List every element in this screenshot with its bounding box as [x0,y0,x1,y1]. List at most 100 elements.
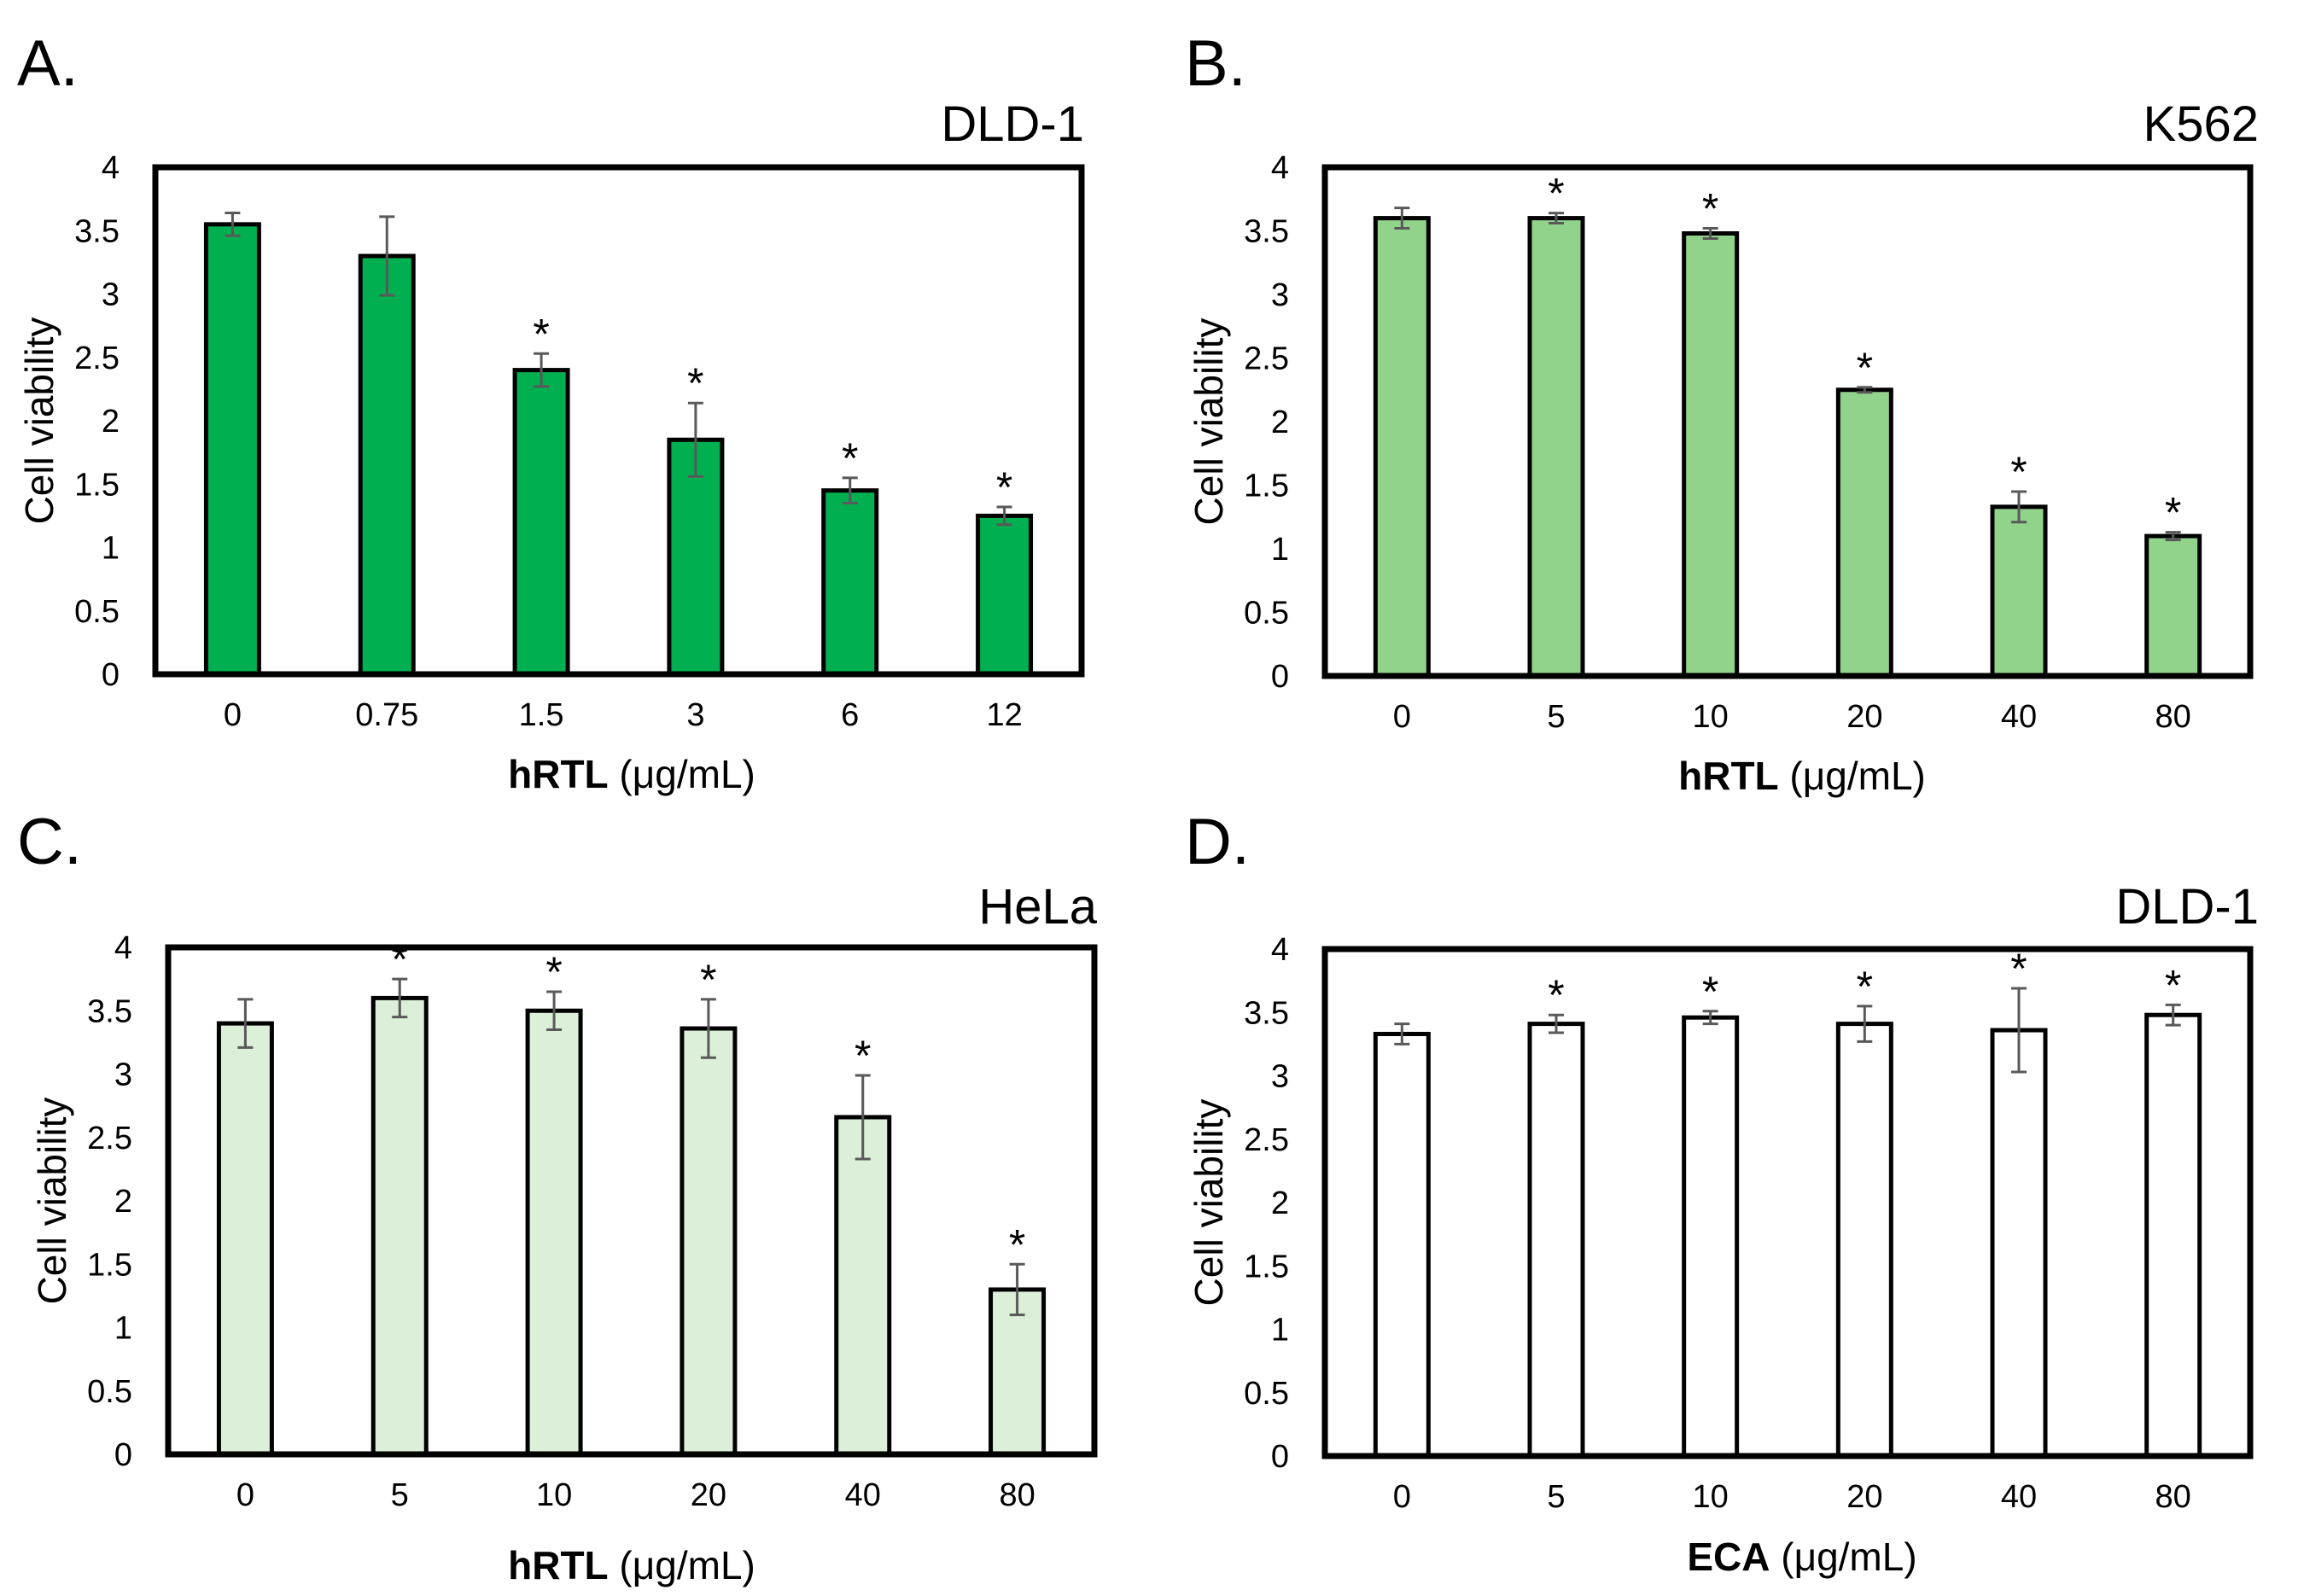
error-bar [237,998,254,1049]
panel-label: C. [17,806,82,878]
y-axis-label: Cell viability [30,1098,74,1305]
y-tick-label: 4 [102,150,120,186]
y-tick-label: 1 [102,531,120,567]
chart-title: K562 [2144,96,2259,152]
error-bar [225,211,241,237]
significance-marker: * [1009,1220,1025,1268]
error-bar [700,998,716,1059]
error-bar [1857,1005,1873,1043]
y-tick-label: 1 [114,1311,132,1347]
chart-panel-2: B. K562 0 0.5 1 1.5 2 2.5 3 3.5 4 Cell viability 0 * 5… [1185,27,2259,798]
significance-marker: * [1702,185,1718,233]
y-tick-label: 1 [1271,532,1289,568]
bar [834,1115,892,1457]
x-tick-label: 0 [224,697,242,733]
error-bar [687,401,703,478]
error-bar [842,476,858,505]
bar [358,253,416,677]
bar [1990,504,2048,679]
y-tick-label: 0 [102,657,120,693]
x-axis-label-unit: (μg/mL) [609,1543,755,1587]
y-axis-label: Cell viability [1187,318,1231,526]
bar [1682,1015,1740,1459]
x-axis-label-unit: (μg/mL) [1770,1535,1916,1579]
y-tick-label: 3.5 [1244,214,1289,250]
significance-marker: * [2165,489,2181,537]
x-tick-label: 20 [1846,699,1882,735]
chart-title: DLD-1 [941,96,1084,152]
error-bar [2165,531,2181,542]
plot-frame [1321,946,2254,1459]
bar [2144,1012,2202,1459]
plot-frame [1321,164,2254,679]
y-tick-label: 2 [102,404,120,440]
panel-label: A. [17,27,79,100]
error-bar [2011,987,2027,1074]
y-tick-label: 3 [102,277,120,313]
x-axis-label-bold: ECA [1687,1535,1770,1579]
significance-marker: * [2010,945,2027,993]
bar [1990,1028,2048,1459]
bar [1527,216,1585,679]
x-tick-label: 40 [845,1477,881,1513]
y-tick-label: 2.5 [87,1121,132,1156]
bar [1373,216,1431,679]
bar [370,995,429,1457]
significance-marker: * [533,310,549,358]
chart-panel-4: D. DLD-1 0 0.5 1 1.5 2 2.5 3 3.5 4 Cell viability 0 *… [1185,806,2259,1579]
bar [203,222,261,677]
y-tick-label: 3.5 [74,213,120,249]
y-tick-label: 2 [114,1184,132,1220]
error-bar [1702,227,1718,240]
y-tick-label: 4 [1271,932,1289,968]
x-axis-label-bold: hRTL [508,752,609,796]
significance-marker: * [996,463,1012,511]
y-tick-label: 2.5 [74,341,120,376]
y-tick-label: 1 [1271,1313,1289,1348]
y-axis-label: Cell viability [17,317,61,525]
x-tick-label: 3 [686,697,704,733]
plot-frame [165,944,1098,1458]
panel-label: B. [1185,27,1246,100]
x-tick-label: 10 [536,1477,572,1513]
error-bar [2011,490,2027,524]
bar [525,1008,583,1457]
y-tick-label: 2 [1271,1185,1289,1221]
error-bar [1394,1022,1410,1046]
y-tick-label: 0.5 [1244,1376,1289,1412]
x-tick-label: 80 [999,1477,1035,1513]
x-axis-label-bold: hRTL [508,1543,609,1587]
x-axis-label-unit: (μg/mL) [1779,754,1926,798]
x-tick-label: 0 [1393,1479,1411,1515]
significance-marker: * [1548,170,1564,218]
error-bar [546,990,563,1032]
bar [1682,230,1740,679]
x-tick-label: 20 [1846,1479,1882,1515]
bar [512,368,570,677]
significance-marker: * [842,434,858,482]
x-tick-label: 1.5 [519,697,564,733]
bar [976,513,1034,677]
y-tick-label: 3 [1271,277,1289,313]
y-tick-label: 0.5 [1244,596,1289,632]
bar [216,1021,274,1457]
x-tick-label: 0.75 [355,697,418,733]
bar [680,1026,738,1457]
significance-marker: * [2010,448,2027,496]
y-tick-label: 2.5 [1244,1122,1289,1158]
x-tick-label: 80 [2155,1479,2191,1515]
x-tick-label: 5 [1547,1479,1565,1515]
error-bar [1009,1262,1025,1317]
panel-label: D. [1185,806,1250,878]
error-bar [996,505,1012,527]
chart-panel-3: C. HeLa 0 0.5 1 1.5 2 2.5 3 3.5 4 Cell viability 0 * 5… [17,806,1098,1587]
x-tick-label: 10 [1693,699,1729,735]
y-axis-label: Cell viability [1187,1099,1231,1307]
error-bar [1702,1010,1718,1026]
bar [1373,1031,1431,1459]
y-tick-label: 4 [1271,150,1289,186]
error-bar [379,215,395,297]
chart-panel-1: A. DLD-1 0 0.5 1 1.5 2 2.5 3 3.5 4 Cell viability 0 0… [17,27,1085,796]
y-tick-label: 1.5 [87,1247,132,1283]
x-axis-label: hRTL (μg/mL) [508,752,755,796]
